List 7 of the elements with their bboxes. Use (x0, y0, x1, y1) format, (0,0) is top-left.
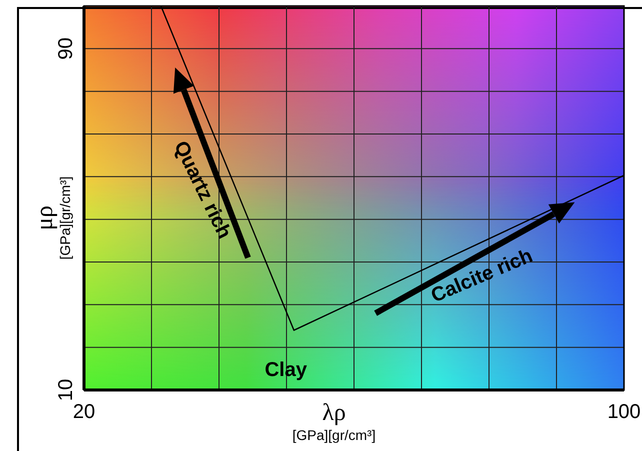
x-axis-title: λρ [GPa][gr/cm³] (292, 400, 376, 443)
y-tick-label: 10 (55, 378, 77, 402)
x-tick-label: 20 (72, 401, 96, 423)
annotation: Calcite rich (428, 245, 536, 308)
y-tick-label: 90 (55, 38, 77, 60)
x-tick-label: 100 (607, 401, 641, 423)
y-axis-title: μρ [GPa][gr/cm³] (32, 176, 73, 260)
